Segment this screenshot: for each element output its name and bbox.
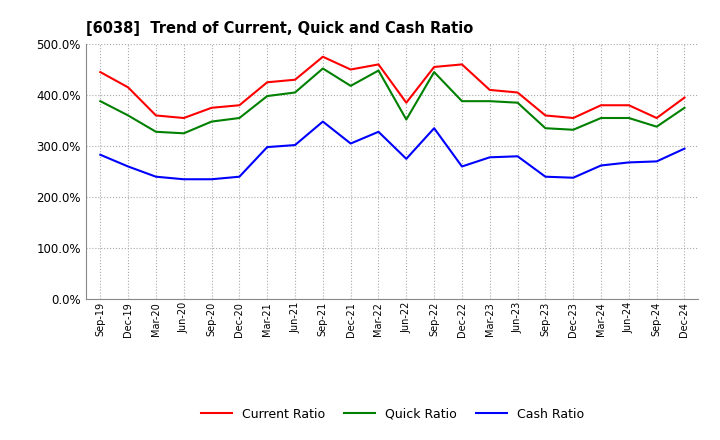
Quick Ratio <box>346 83 355 88</box>
Current Ratio <box>124 85 132 90</box>
Cash Ratio <box>318 119 327 124</box>
Legend: Current Ratio, Quick Ratio, Cash Ratio: Current Ratio, Quick Ratio, Cash Ratio <box>196 403 589 425</box>
Cash Ratio <box>652 159 661 164</box>
Current Ratio <box>346 67 355 72</box>
Cash Ratio <box>152 174 161 180</box>
Current Ratio <box>235 103 243 108</box>
Current Ratio <box>291 77 300 82</box>
Current Ratio <box>680 95 689 100</box>
Quick Ratio <box>124 113 132 118</box>
Current Ratio <box>652 115 661 121</box>
Quick Ratio <box>263 93 271 99</box>
Current Ratio <box>263 80 271 85</box>
Current Ratio <box>96 70 104 75</box>
Cash Ratio <box>680 146 689 151</box>
Quick Ratio <box>569 127 577 132</box>
Quick Ratio <box>179 131 188 136</box>
Line: Quick Ratio: Quick Ratio <box>100 69 685 133</box>
Quick Ratio <box>152 129 161 135</box>
Current Ratio <box>179 115 188 121</box>
Cash Ratio <box>624 160 633 165</box>
Current Ratio <box>402 100 410 105</box>
Cash Ratio <box>291 143 300 148</box>
Current Ratio <box>624 103 633 108</box>
Cash Ratio <box>513 154 522 159</box>
Current Ratio <box>513 90 522 95</box>
Quick Ratio <box>458 99 467 104</box>
Quick Ratio <box>597 115 606 121</box>
Current Ratio <box>541 113 550 118</box>
Current Ratio <box>430 64 438 70</box>
Quick Ratio <box>430 70 438 75</box>
Quick Ratio <box>624 115 633 121</box>
Cash Ratio <box>569 175 577 180</box>
Quick Ratio <box>207 119 216 124</box>
Quick Ratio <box>318 66 327 71</box>
Quick Ratio <box>485 99 494 104</box>
Cash Ratio <box>96 152 104 158</box>
Text: [6038]  Trend of Current, Quick and Cash Ratio: [6038] Trend of Current, Quick and Cash … <box>86 21 474 36</box>
Current Ratio <box>207 105 216 110</box>
Cash Ratio <box>458 164 467 169</box>
Current Ratio <box>374 62 383 67</box>
Quick Ratio <box>652 124 661 129</box>
Cash Ratio <box>124 164 132 169</box>
Quick Ratio <box>96 99 104 104</box>
Quick Ratio <box>541 125 550 131</box>
Current Ratio <box>152 113 161 118</box>
Line: Current Ratio: Current Ratio <box>100 57 685 118</box>
Cash Ratio <box>179 176 188 182</box>
Current Ratio <box>597 103 606 108</box>
Cash Ratio <box>541 174 550 180</box>
Current Ratio <box>485 87 494 92</box>
Cash Ratio <box>597 163 606 168</box>
Current Ratio <box>458 62 467 67</box>
Cash Ratio <box>235 174 243 180</box>
Cash Ratio <box>263 144 271 150</box>
Quick Ratio <box>374 68 383 73</box>
Cash Ratio <box>485 155 494 160</box>
Line: Cash Ratio: Cash Ratio <box>100 121 685 179</box>
Current Ratio <box>569 115 577 121</box>
Quick Ratio <box>402 117 410 122</box>
Current Ratio <box>318 54 327 59</box>
Cash Ratio <box>430 125 438 131</box>
Cash Ratio <box>207 176 216 182</box>
Cash Ratio <box>374 129 383 135</box>
Quick Ratio <box>680 105 689 110</box>
Cash Ratio <box>346 141 355 146</box>
Cash Ratio <box>402 156 410 161</box>
Quick Ratio <box>291 90 300 95</box>
Quick Ratio <box>513 100 522 105</box>
Quick Ratio <box>235 115 243 121</box>
